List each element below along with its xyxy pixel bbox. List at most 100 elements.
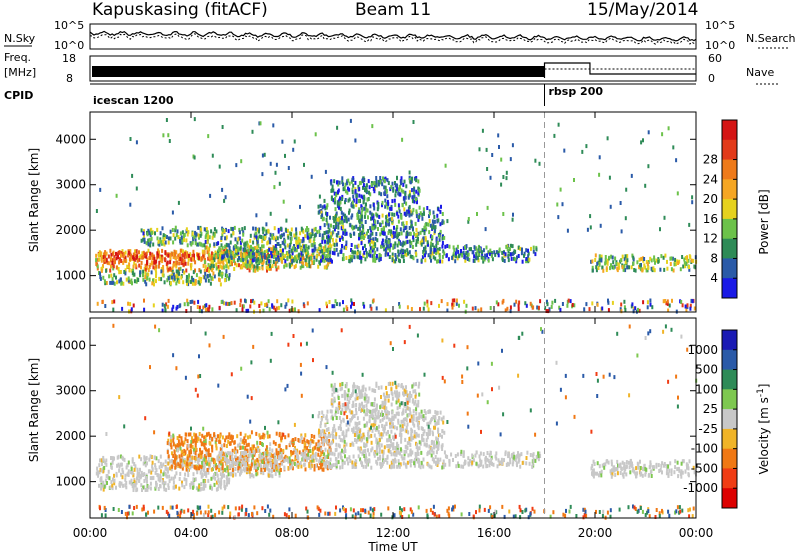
range-cell	[216, 255, 219, 260]
range-cell	[277, 265, 280, 270]
range-cell	[271, 467, 273, 472]
range-cell	[371, 428, 374, 433]
range-cell	[274, 170, 277, 175]
range-cell	[102, 469, 105, 474]
range-cell	[181, 466, 184, 471]
range-cell	[451, 255, 454, 260]
range-cell	[388, 255, 391, 259]
range-cell	[247, 253, 250, 258]
range-cell	[513, 302, 516, 307]
range-cell	[239, 431, 242, 436]
range-cell	[342, 182, 344, 187]
range-cell	[334, 217, 337, 221]
range-cell	[228, 465, 231, 470]
range-cell	[311, 248, 314, 253]
range-cell	[161, 226, 164, 231]
range-cell	[467, 461, 470, 466]
range-cell	[396, 254, 399, 259]
range-cell	[178, 442, 181, 447]
range-cell	[527, 248, 529, 253]
range-cell	[506, 306, 509, 311]
range-cell	[256, 245, 259, 250]
range-cell	[221, 230, 224, 235]
range-cell	[194, 238, 197, 243]
range-cell	[394, 181, 396, 185]
range-cell	[179, 463, 182, 468]
range-cell	[365, 457, 368, 462]
range-cell	[349, 459, 352, 463]
range-cell	[471, 453, 474, 458]
range-cell	[302, 454, 305, 459]
range-cell	[126, 264, 129, 269]
range-cell	[343, 245, 346, 250]
range-cell	[267, 228, 270, 233]
range-cell	[623, 299, 626, 304]
range-cell	[340, 455, 342, 460]
range-cell	[268, 254, 271, 258]
range-cell	[643, 263, 646, 268]
range-cell	[516, 463, 518, 468]
range-cell	[113, 473, 115, 478]
range-cell	[370, 465, 373, 470]
range-cell	[238, 462, 241, 467]
range-cell	[111, 280, 113, 285]
range-cell	[239, 445, 242, 450]
range-cell	[385, 235, 388, 240]
range-cell	[188, 462, 191, 467]
range-cell	[358, 193, 361, 198]
range-cell	[433, 214, 436, 219]
range-cell	[134, 257, 137, 262]
range-cell	[325, 205, 328, 210]
range-cell	[431, 242, 434, 247]
range-cell	[267, 299, 270, 304]
range-cell	[172, 252, 175, 257]
range-cell	[193, 253, 195, 258]
range-cell	[250, 473, 253, 477]
range-cell	[105, 458, 108, 463]
range-cell	[672, 268, 675, 273]
range-cell	[305, 262, 307, 266]
range-cell	[140, 228, 143, 233]
range-cell	[537, 454, 540, 458]
range-cell	[339, 465, 342, 470]
range-cell	[436, 463, 439, 467]
range-cell	[149, 243, 152, 248]
range-cell	[685, 308, 688, 313]
range-cell	[468, 257, 471, 262]
range-cell	[315, 442, 318, 447]
range-cell	[206, 461, 208, 466]
range-cell	[675, 262, 677, 267]
range-cell	[385, 189, 388, 194]
range-cell	[365, 207, 368, 212]
range-cell	[174, 454, 177, 458]
range-cell	[339, 424, 342, 428]
range-cell	[140, 483, 143, 488]
range-cell	[291, 461, 294, 466]
range-cell	[300, 452, 303, 457]
range-cell	[145, 251, 148, 256]
range-cell	[289, 465, 292, 470]
range-cell	[230, 459, 233, 464]
range-cell	[187, 261, 190, 266]
range-cell	[439, 259, 441, 264]
range-cell	[317, 445, 320, 450]
range-cell	[369, 192, 372, 197]
range-cell	[184, 451, 186, 456]
range-cell	[314, 246, 317, 251]
range-cell	[265, 448, 267, 453]
range-cell	[316, 230, 319, 235]
range-cell	[591, 301, 594, 306]
range-cell	[186, 462, 189, 467]
range-cell	[374, 219, 377, 224]
range-cell	[168, 459, 171, 464]
range-cell	[181, 269, 184, 274]
range-cell	[413, 463, 416, 468]
range-cell	[382, 449, 385, 454]
range-cell	[411, 226, 414, 231]
range-cell	[211, 436, 214, 441]
range-cell	[185, 467, 188, 472]
range-cell	[308, 260, 311, 265]
range-cell	[358, 233, 361, 237]
range-cell	[185, 278, 188, 283]
range-cell	[373, 189, 376, 194]
